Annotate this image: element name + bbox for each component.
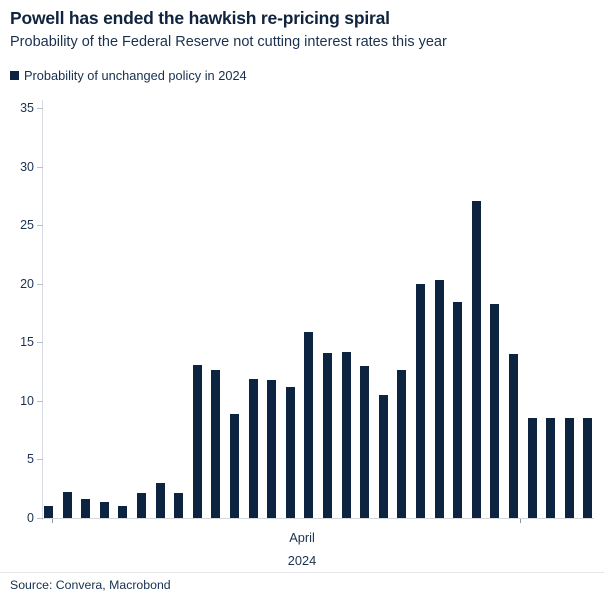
x-axis-tick-mark — [52, 519, 53, 523]
chart-bar[interactable] — [360, 365, 370, 518]
chart-bar[interactable] — [453, 302, 463, 518]
x-axis-label-month: April — [289, 530, 315, 545]
y-axis-tick-label: 15 — [20, 335, 34, 350]
y-axis-tick-label: 30 — [20, 159, 34, 174]
legend-item-label: Probability of unchanged policy in 2024 — [24, 68, 247, 83]
legend-swatch-icon — [10, 71, 19, 80]
chart-bar[interactable] — [434, 280, 444, 518]
chart-bar[interactable] — [546, 418, 556, 518]
y-axis-tick-label: 0 — [27, 511, 34, 525]
chart-bar[interactable] — [397, 370, 407, 518]
page-subtitle: Probability of the Federal Reserve not c… — [10, 34, 447, 50]
y-axis-tick-mark — [37, 342, 43, 344]
chart-bar[interactable] — [378, 395, 388, 518]
y-axis-tick-mark — [37, 283, 43, 285]
chart-bar[interactable] — [137, 493, 146, 518]
y-axis-tick-mark — [37, 400, 43, 402]
chart-bar[interactable] — [304, 331, 314, 518]
y-axis-tick-mark — [37, 108, 43, 109]
page-title: Powell has ended the hawkish re-pricing … — [10, 8, 390, 28]
chart-bar[interactable] — [248, 378, 258, 518]
chart-bar[interactable] — [99, 501, 109, 518]
chart-bar[interactable] — [564, 418, 574, 518]
bars-layer — [44, 200, 593, 518]
chart-bar[interactable] — [155, 482, 165, 518]
chart-bar[interactable] — [174, 493, 184, 518]
chart-bar[interactable] — [583, 418, 593, 518]
chart-bar[interactable] — [230, 413, 239, 518]
y-axis-tick-mark — [37, 459, 43, 461]
y-axis-tick-mark — [37, 225, 43, 227]
y-axis-tick-label: 10 — [20, 393, 34, 408]
y-axis-tick-label: 5 — [27, 452, 34, 467]
chart-bar[interactable] — [44, 506, 53, 518]
chart-bar[interactable] — [341, 351, 351, 518]
chart-legend: Probability of unchanged policy in 2024 — [10, 68, 247, 83]
x-axis-label-year: 2024 — [287, 553, 317, 568]
y-axis-tick-mark — [37, 166, 43, 168]
chart-bar[interactable] — [285, 386, 295, 518]
y-axis-tick-label: 25 — [20, 218, 34, 233]
footer-divider — [0, 572, 604, 573]
chart-bar[interactable] — [509, 354, 518, 518]
y-axis-tick-label: 20 — [20, 276, 34, 291]
y-axis-tick-label: 35 — [20, 101, 34, 115]
chart-bar[interactable] — [471, 200, 481, 518]
chart-bar[interactable] — [118, 506, 128, 518]
chart-bar[interactable] — [323, 352, 332, 518]
chart-bar[interactable] — [416, 283, 425, 518]
chart-bar[interactable] — [527, 418, 537, 518]
chart-bar[interactable] — [211, 370, 221, 518]
chart-bar[interactable] — [81, 499, 91, 518]
x-axis-line — [42, 518, 594, 519]
y-axis-tick-mark — [37, 518, 43, 519]
chart-bar[interactable] — [62, 492, 72, 518]
chart-bar[interactable] — [490, 303, 500, 518]
y-axis-line — [42, 100, 43, 520]
chart-bar[interactable] — [192, 364, 202, 518]
source-note: Source: Convera, Macrobond — [10, 578, 171, 592]
x-axis-tick-mark — [520, 519, 521, 523]
chart-bar[interactable] — [267, 379, 277, 518]
